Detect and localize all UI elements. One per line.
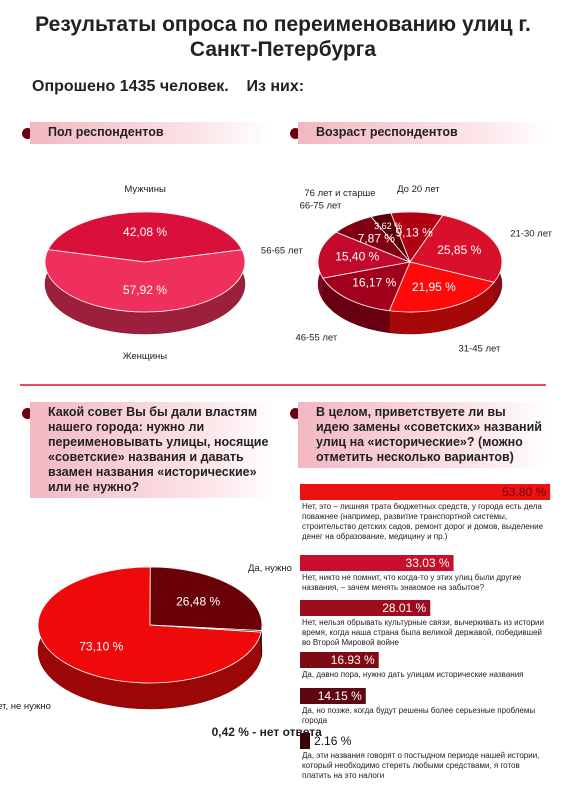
pie-slice — [37, 566, 262, 684]
page-subtitle: Опрошено 1435 человек. Из них: — [32, 78, 305, 95]
value-label: 9,13 % — [395, 225, 433, 239]
bullet — [22, 128, 33, 139]
category-label: 76 лет и старше — [304, 188, 375, 199]
bar-category: Да, давно пора, нужно дать улицам истори… — [302, 670, 524, 679]
bar-category: Нет, нельзя обрывать культурные связи, в… — [302, 618, 544, 647]
bar — [300, 733, 311, 749]
category-label: 66-75 лет — [300, 200, 342, 211]
pie-slice — [317, 231, 412, 279]
pie-slice — [44, 249, 246, 313]
bullet — [22, 408, 33, 419]
pie-slice — [149, 566, 263, 631]
bar — [300, 652, 379, 668]
bar — [300, 484, 551, 500]
value-label: 7,87 % — [358, 232, 396, 246]
category-label: 56-65 лет — [261, 245, 303, 256]
category-label: 21-30 лет — [510, 229, 552, 240]
value-label: 3,62 % — [374, 221, 402, 231]
section-title: Какой совет Вы бы дали властям нашего го… — [30, 402, 275, 498]
value-label: 33.03 % — [406, 556, 450, 570]
bar-category: Нет, это – лишняя трата бюджетных средст… — [302, 502, 544, 541]
value-label: 0,42 % - нет ответа — [212, 725, 323, 739]
value-label: 21,95 % — [412, 280, 456, 294]
value-label: 2.16 % — [314, 734, 352, 748]
bar-category: Да, эти названия говорят о постыдном пер… — [302, 751, 540, 780]
category-label: 46-55 лет — [295, 332, 337, 343]
value-label: 42,08 % — [123, 225, 167, 239]
category-label: До 20 лет — [397, 184, 440, 195]
bullet — [290, 128, 301, 139]
bar-category: Нет, никто не помнит, что когда-то у эти… — [302, 573, 522, 592]
pie-slice — [149, 624, 262, 633]
category-label: Женщины — [123, 351, 168, 362]
category-label: 31-45 лет — [459, 343, 501, 354]
value-label: 26,48 % — [176, 595, 220, 609]
value-label: 15,40 % — [335, 250, 379, 264]
value-label: 28.01 % — [382, 601, 426, 615]
pie-slice — [409, 214, 503, 283]
page-title: Результаты опроса по переименованию улиц… — [35, 13, 531, 61]
value-label: 25,85 % — [437, 243, 481, 257]
bar — [300, 688, 366, 704]
value-label: 57,92 % — [123, 283, 167, 297]
bar — [300, 555, 454, 571]
value-label: 73,10 % — [79, 639, 123, 653]
bar-category: Да, но позже, когда будут решены более с… — [302, 706, 536, 725]
bar — [300, 600, 431, 616]
section-title: В целом, приветствуете ли вы идею замены… — [298, 402, 548, 468]
pie-slice — [47, 211, 243, 263]
value-label: 14.15 % — [318, 689, 362, 703]
category-label: Мужчины — [124, 184, 166, 195]
value-label: 16.93 % — [331, 653, 375, 667]
category-label: Нет, не нужно — [0, 701, 51, 712]
bullet — [290, 408, 301, 419]
pie-slice — [370, 212, 411, 263]
pie-slice — [388, 261, 495, 313]
category-label: Да, нужно — [248, 563, 292, 574]
value-label: 16,17 % — [352, 276, 396, 290]
section-title: Пол респондентов — [30, 122, 270, 144]
value-label: 53.80 % — [502, 485, 546, 499]
section-title: Возраст респондентов — [298, 122, 548, 144]
